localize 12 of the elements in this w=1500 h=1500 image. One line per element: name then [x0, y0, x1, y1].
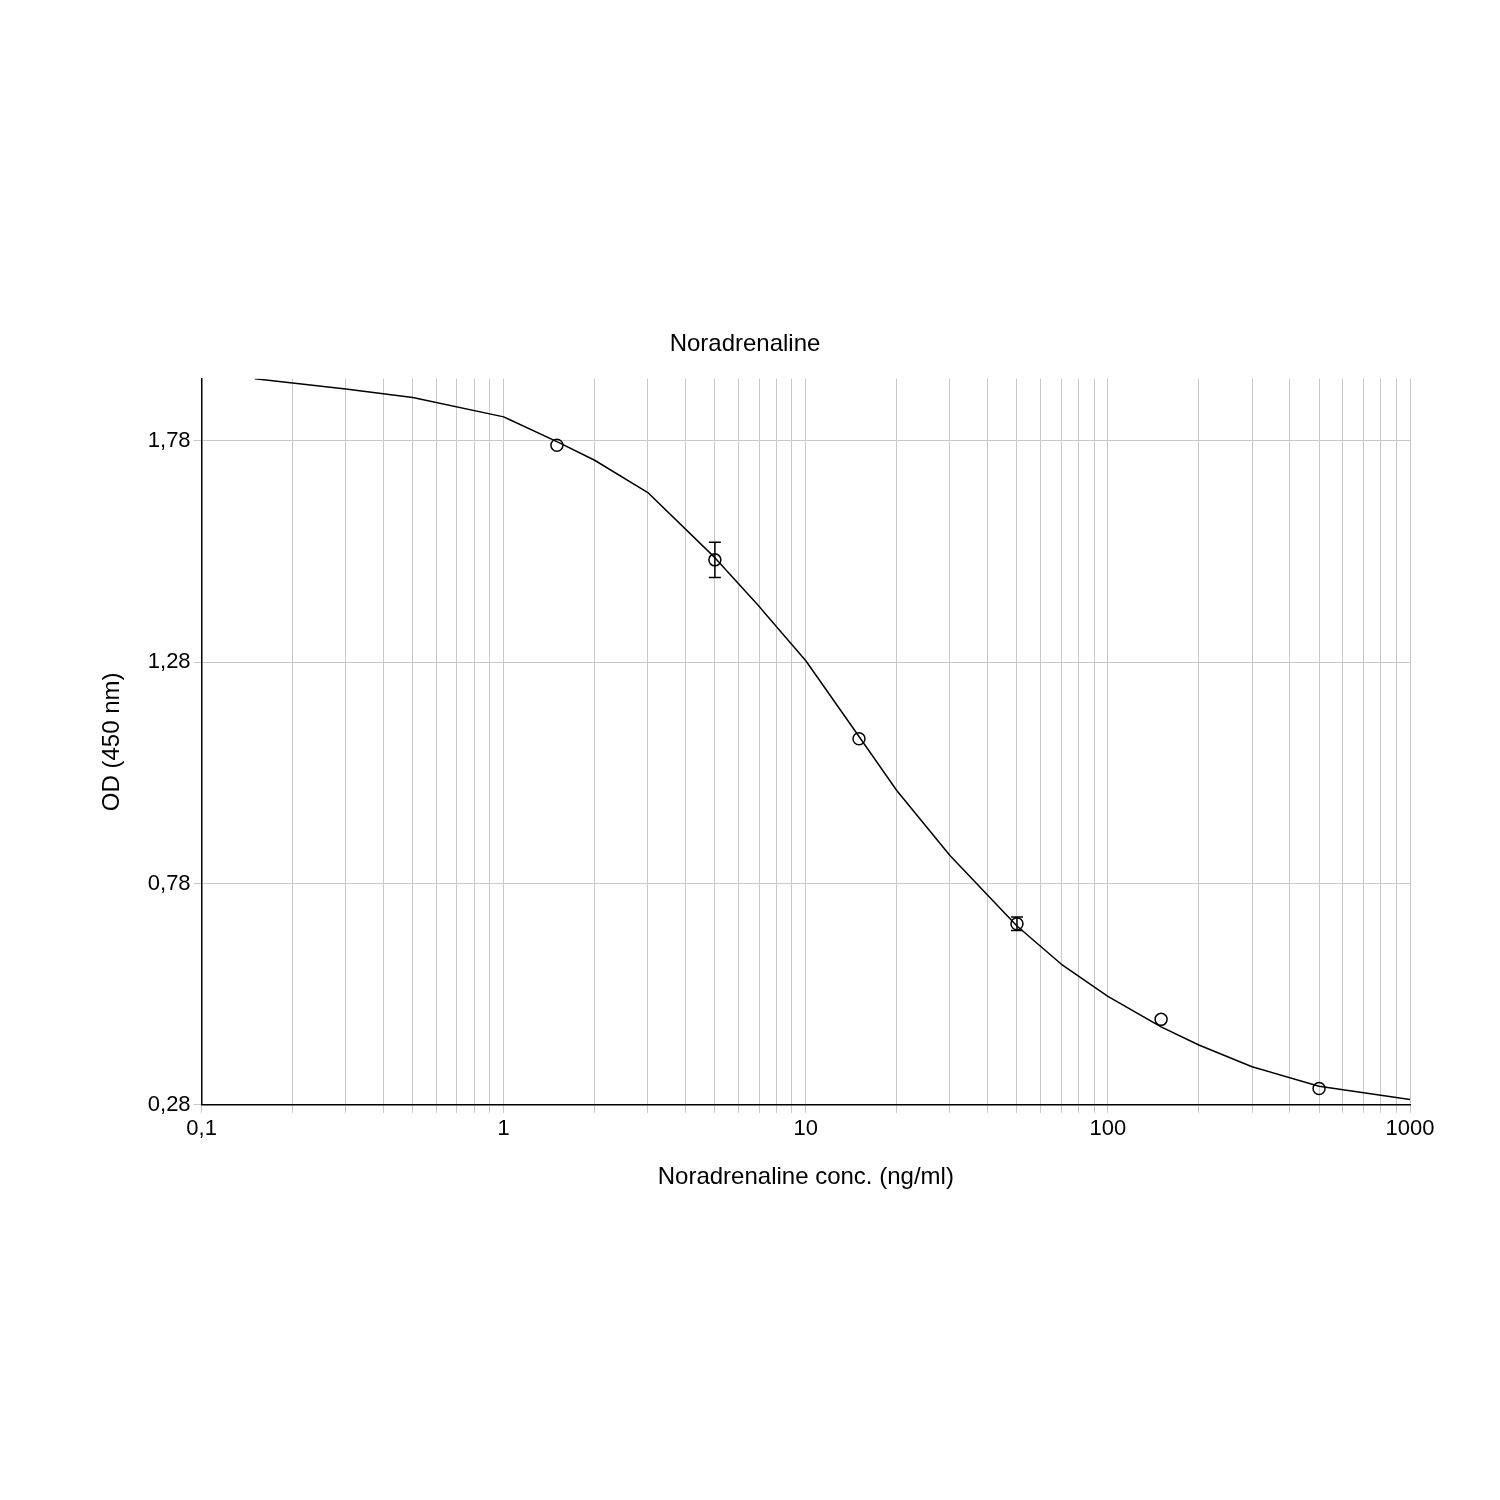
x-axis-title: Noradrenaline conc. (ng/ml): [657, 1162, 954, 1190]
x-tick-label: 1: [497, 1115, 510, 1141]
y-tick-label: 0,28: [147, 1090, 191, 1116]
y-axis-title: OD (450 nm): [97, 672, 125, 812]
y-tick-label: 0,78: [147, 869, 191, 895]
x-tick-label: 1000: [1385, 1115, 1435, 1141]
x-tick-label: 10: [793, 1115, 819, 1141]
chart-title: Noradrenaline: [669, 329, 821, 357]
x-tick-label: 0,1: [186, 1115, 217, 1141]
x-tick-label: 100: [1089, 1115, 1127, 1141]
y-tick-label: 1,78: [147, 426, 191, 452]
y-tick-label: 1,28: [147, 648, 191, 674]
